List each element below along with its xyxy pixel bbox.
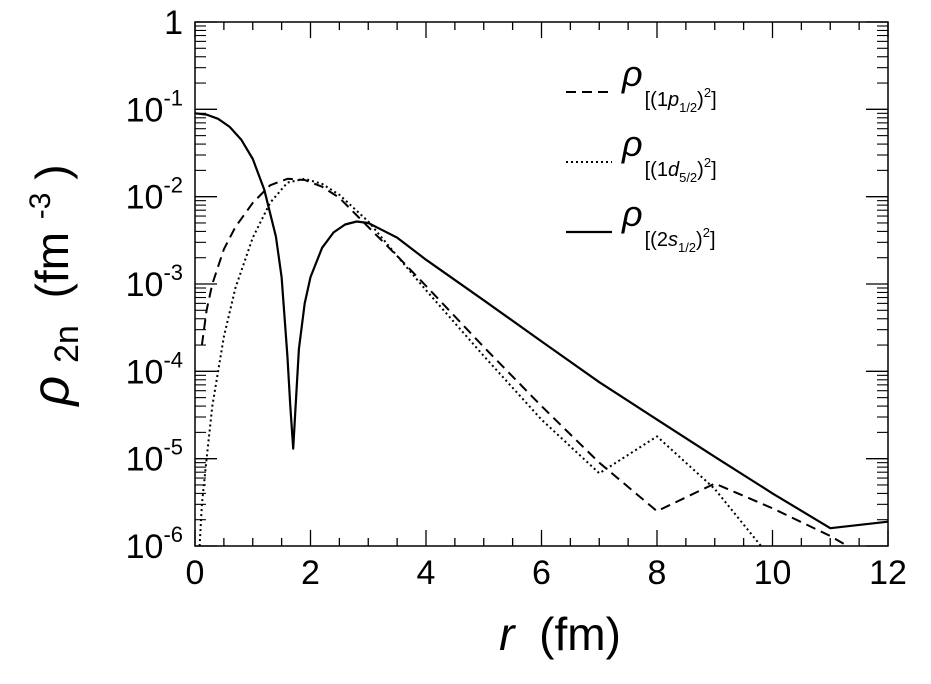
y-tick-label: 10-5 [126,435,183,479]
y-axis-unit-exponent: -3 [24,193,57,220]
x-tick-label: 0 [186,554,205,592]
y-tick-label: 10-6 [126,522,183,566]
y-tick-label: 10-2 [126,173,183,217]
x-tick-label: 10 [754,554,792,592]
y-tick-label: 10-4 [126,347,183,391]
y-axis-unit: (fm [26,232,78,298]
y-tick-label: 1 [164,4,183,42]
legend-entry-label: ρ[(2s1/2)2] [621,193,716,255]
y-axis-symbol: ρ [22,376,80,408]
series-line-solid [195,112,888,530]
y-axis-unit-close: ) [26,164,78,179]
y-tick-label: 10-1 [126,85,183,129]
tick-labels: 0 2 4 6 8 10 12 1 10-1 10-2 10-3 10-4 10-5 10-6 [126,4,907,592]
y-axis-title: ρ 2n (fm -3 ) [8,164,88,407]
series-line-dashed [200,177,849,546]
series-lines [195,112,888,546]
plot-area-frame [194,21,889,547]
legend-entry-label: ρ[(1p1/2)2] [621,53,717,115]
x-tick-label: 8 [648,554,667,592]
series-line-dotted [198,177,762,546]
plot-frame [194,21,889,547]
x-tick-label: 6 [532,554,551,592]
y-axis-subscript: 2n [48,325,86,363]
x-tick-label: 2 [301,554,320,592]
legend-entry-label: ρ[(1d5/2)2] [621,123,717,185]
x-tick-label: 12 [869,554,907,592]
axis-ticks [194,21,889,547]
x-axis-symbol: r [499,608,516,660]
x-axis-title: r (fm) [499,608,621,660]
legend: ρ[(1p1/2)2] ρ[(1d5/2)2] ρ[(2s1/2)2] [566,53,717,255]
x-tick-label: 4 [417,554,436,592]
y-tick-label: 10-3 [126,260,183,304]
x-axis-unit: (fm) [539,608,621,660]
